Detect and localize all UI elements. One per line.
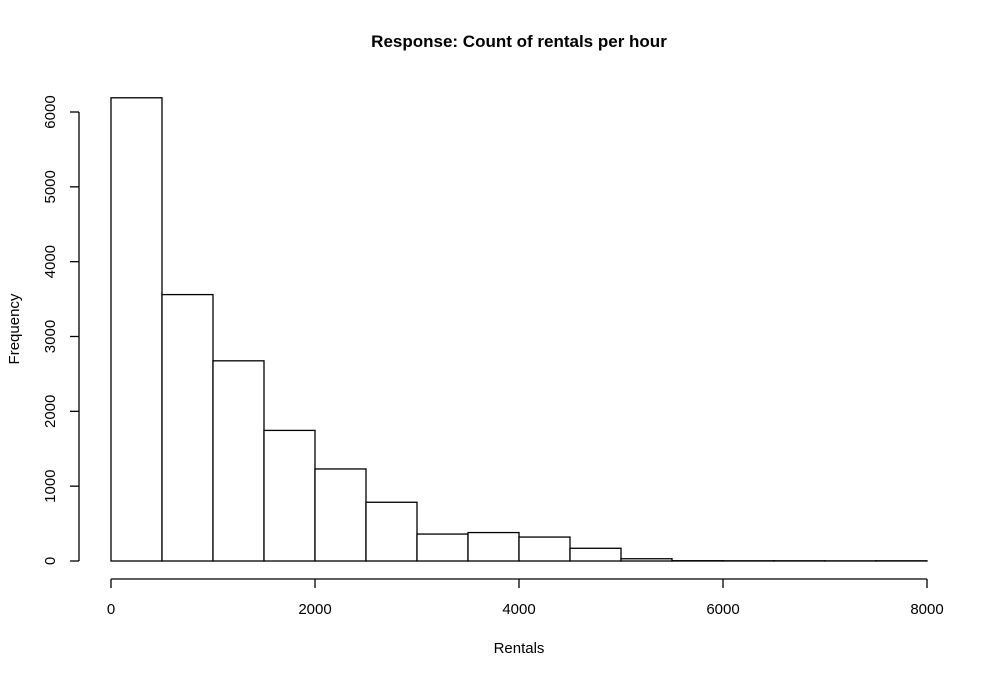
histogram-bar-2500-3000 <box>365 501 418 562</box>
y-tick-label-5000: 5000 <box>42 170 59 203</box>
x-tick-label-8000: 8000 <box>910 601 943 618</box>
bars-group <box>110 97 928 562</box>
y-axis: 0 1000 2000 3000 4000 5000 6000 <box>42 95 80 565</box>
histogram-bar-1500-2000 <box>263 429 316 562</box>
histogram-bar-2000-2500 <box>314 468 367 562</box>
histogram-bar-3500-4000 <box>467 531 520 562</box>
y-tick-label-6000: 6000 <box>42 95 59 128</box>
x-tick-label-0: 0 <box>107 601 115 618</box>
y-tick-label-4000: 4000 <box>42 245 59 278</box>
x-axis-label: Rentals <box>494 640 545 657</box>
histogram-bar-4500-5000 <box>569 547 622 562</box>
y-tick-label-3000: 3000 <box>42 320 59 353</box>
histogram-bar-0-500 <box>110 97 163 562</box>
y-axis-label: Frequency <box>6 293 23 364</box>
chart-title: Response: Count of rentals per hour <box>371 32 667 51</box>
histogram-bar-3000-3500 <box>416 533 469 562</box>
y-tick-label-2000: 2000 <box>42 395 59 428</box>
x-tick-label-4000: 4000 <box>502 601 535 618</box>
y-tick-label-0: 0 <box>42 557 59 565</box>
y-tick-label-1000: 1000 <box>42 469 59 502</box>
x-tick-label-6000: 6000 <box>706 601 739 618</box>
histogram-bar-4000-4500 <box>518 536 571 562</box>
histogram-bar-500-1000 <box>161 293 214 562</box>
x-axis: 0 2000 4000 6000 8000 <box>107 578 944 618</box>
histogram-bar-5000-5500 <box>620 558 673 562</box>
histogram-bar-1000-1500 <box>212 360 265 562</box>
x-tick-label-2000: 2000 <box>298 601 331 618</box>
